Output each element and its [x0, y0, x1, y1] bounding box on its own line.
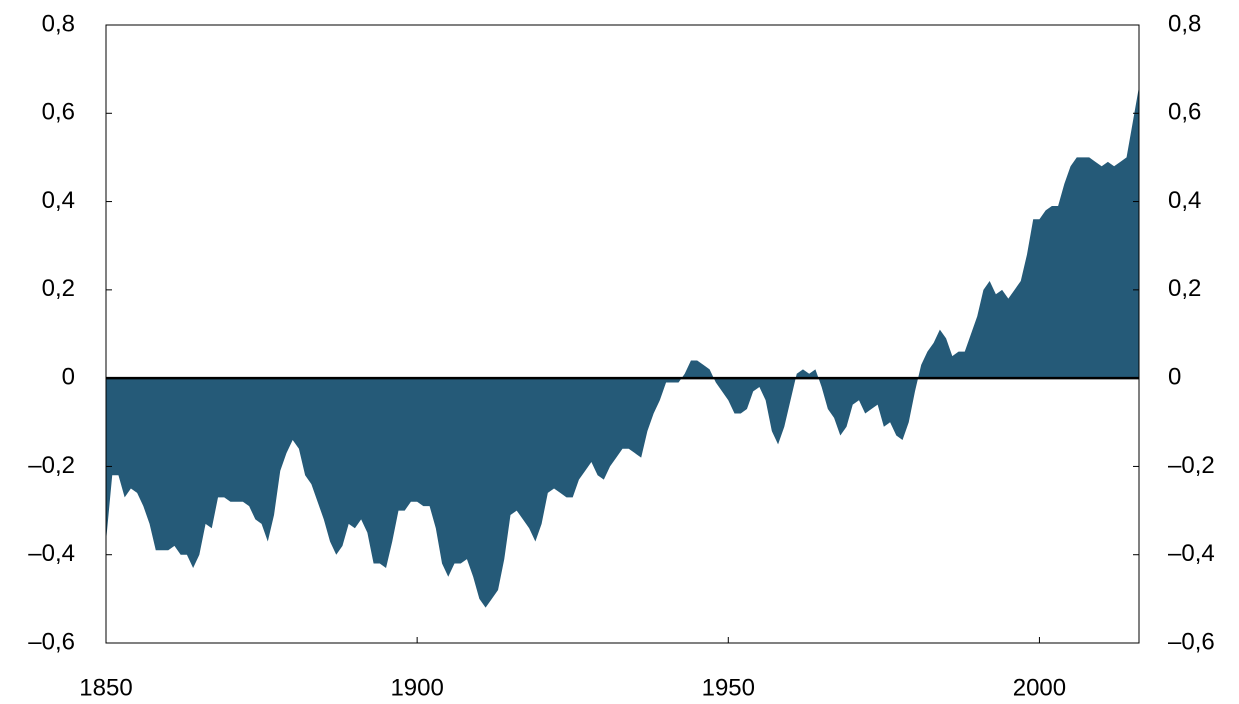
x-tick-label: 1950 [702, 674, 755, 701]
y2-tick-label: –0,4 [1168, 540, 1215, 567]
y-tick-label: –0,6 [28, 628, 75, 655]
y-tick-label: 0,8 [42, 10, 75, 37]
plot-frame [105, 24, 1140, 644]
x-tick-label: 1850 [79, 674, 132, 701]
y2-tick-label: 0,6 [1168, 99, 1201, 126]
y-tick-label: 0,6 [42, 99, 75, 126]
y-tick-label: –0,2 [28, 452, 75, 479]
area [106, 86, 1139, 608]
y-tick-label: –0,4 [28, 540, 75, 567]
y-tick-label: 0,2 [42, 275, 75, 302]
y2-tick-label: 0 [1168, 363, 1181, 390]
y2-tick-label: –0,6 [1168, 628, 1215, 655]
y2-tick-label: 0,4 [1168, 187, 1201, 214]
y2-tick-label: 0,2 [1168, 275, 1201, 302]
y2-tick-label: 0,8 [1168, 10, 1201, 37]
y-tick-label: 0,4 [42, 187, 75, 214]
y-tick-label: 0 [62, 363, 75, 390]
x-tick-label: 1900 [390, 674, 443, 701]
y2-tick-label: –0,2 [1168, 452, 1215, 479]
x-tick-label: 2000 [1013, 674, 1066, 701]
